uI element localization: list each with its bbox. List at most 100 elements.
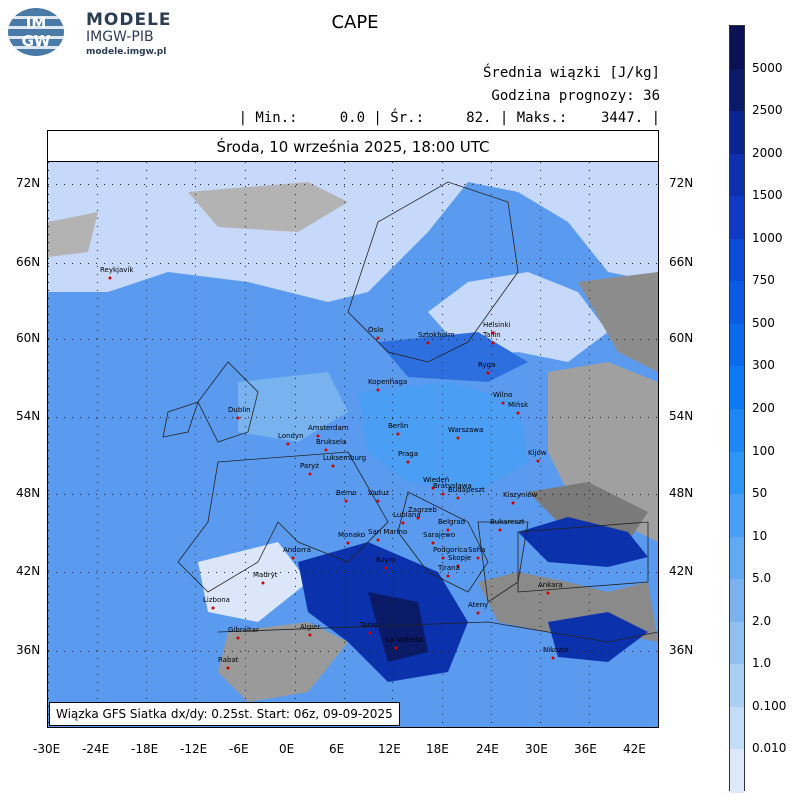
city-marker	[344, 499, 348, 503]
logo-name: MODELE	[86, 10, 172, 30]
legend-swatch	[730, 323, 744, 368]
imgw-logo: IM GW MODELE IMGW-PIB modele.imgw.pl	[8, 8, 178, 60]
city-marker	[346, 541, 350, 545]
city-label: Luksemburg	[323, 454, 366, 462]
city-label: Budapeszt	[448, 486, 485, 494]
footer-info: Wiązka GFS Siatka dx/dy: 0.25st. Start: …	[49, 702, 400, 726]
city-label: Ankara	[538, 581, 563, 589]
valid-date: Środa, 10 września 2025, 18:00 UTC	[47, 130, 659, 162]
city-label: Rabat	[218, 656, 239, 664]
lat-label-right: 60N	[669, 331, 694, 345]
city-marker	[236, 636, 240, 640]
lat-label-right: 42N	[669, 564, 694, 578]
legend-label: 300	[752, 358, 775, 373]
legend-swatch	[730, 68, 744, 113]
legend-label: 2000	[752, 145, 783, 160]
city-label: Kiszyniów	[503, 491, 538, 499]
city-label: Tirana	[437, 564, 460, 572]
city-label: Belgrad	[438, 518, 465, 526]
city-marker	[401, 521, 405, 525]
city-label: Monako	[338, 531, 365, 539]
legend-label: 50	[752, 486, 768, 501]
legend-swatch	[730, 451, 744, 496]
cape-map: Reykjavík Oslo Sztokholm Helsinki Tallin Ryga…	[48, 162, 658, 727]
city-label: Ryga	[478, 361, 495, 369]
stats-line: | Min.: 0.0 | Śr.: 82. | Maks.: 3447. |	[238, 110, 660, 126]
logo-badge-bottom: GW	[21, 32, 51, 50]
city-marker	[308, 633, 312, 637]
city-marker	[491, 341, 495, 345]
city-marker	[491, 331, 495, 335]
city-marker	[516, 411, 520, 415]
legend-swatch	[730, 409, 744, 453]
legend-swatch	[730, 749, 744, 793]
legend-swatch	[730, 621, 744, 666]
city-marker	[546, 591, 550, 595]
legend-swatch	[730, 111, 744, 155]
lat-label-left: 36N	[16, 643, 41, 657]
logo-badge-top: IM	[25, 14, 47, 32]
lat-label-left: 48N	[16, 486, 41, 500]
city-label: La Valletta	[386, 636, 423, 644]
city-label: Sofia	[468, 546, 485, 554]
legend-swatch	[730, 281, 744, 325]
city-label: Podgorica	[433, 546, 467, 554]
legend-swatch	[730, 238, 744, 283]
city-marker	[394, 646, 398, 650]
city-label: Bruksela	[316, 438, 346, 446]
lat-label-right: 36N	[669, 643, 694, 657]
city-marker	[441, 492, 445, 496]
city-marker	[226, 666, 230, 670]
city-label: Helsinki	[483, 321, 511, 329]
city-marker	[446, 574, 450, 578]
city-label: Andorra	[283, 546, 311, 554]
legend-label: 5.0	[752, 571, 772, 586]
city-marker	[511, 501, 515, 505]
legend-swatch	[730, 579, 744, 623]
city-marker	[486, 371, 490, 375]
legend-swatch	[730, 153, 744, 198]
map-title: CAPE	[331, 12, 379, 33]
city-label: Bukareszt	[490, 518, 525, 526]
city-marker	[291, 556, 295, 560]
city-label: Zagrzeb	[408, 506, 437, 514]
lon-label: 12E	[378, 742, 401, 756]
legend-label: 0.100	[752, 698, 787, 713]
legend-swatch	[730, 706, 744, 751]
city-label: Sztokholm	[418, 331, 455, 339]
legend-label: 750	[752, 273, 775, 288]
city-layer: Reykjavík Oslo Sztokholm Helsinki Tallin Ryga…	[100, 266, 568, 670]
city-label: Madryt	[253, 571, 278, 579]
city-label: Wilno	[493, 391, 512, 399]
lon-label: 18E	[426, 742, 449, 756]
city-marker	[384, 566, 388, 570]
city-marker	[108, 276, 112, 280]
city-label: Tunis	[359, 621, 378, 629]
legend-label: 1500	[752, 188, 783, 203]
city-marker	[368, 631, 372, 635]
city-marker	[416, 516, 420, 520]
legend-swatch	[730, 536, 744, 581]
city-label: Nikozja	[543, 646, 568, 654]
city-label: Wiedeń	[423, 476, 449, 484]
city-label: Paryż	[300, 462, 319, 470]
lon-label: 42E	[623, 742, 646, 756]
legend-label: 200	[752, 401, 775, 415]
city-marker	[456, 564, 460, 568]
city-marker	[431, 486, 435, 490]
legend-label: 10	[752, 528, 768, 543]
city-marker	[406, 460, 410, 464]
lat-label-left: 72N	[16, 176, 41, 190]
info-line-2: Godzina prognozy: 36	[491, 88, 660, 104]
city-label: Berlin	[388, 422, 408, 430]
city-label: Kopenhaga	[368, 378, 407, 386]
legend-label: 100	[752, 443, 775, 458]
lat-label-left: 54N	[16, 409, 41, 423]
city-marker	[324, 448, 328, 452]
lat-label-right: 72N	[669, 176, 694, 190]
city-label: Amsterdam	[308, 424, 349, 432]
lat-label-left: 42N	[16, 564, 41, 578]
city-marker	[551, 656, 555, 660]
city-label: Vaduz	[368, 489, 389, 497]
city-marker	[446, 528, 450, 532]
